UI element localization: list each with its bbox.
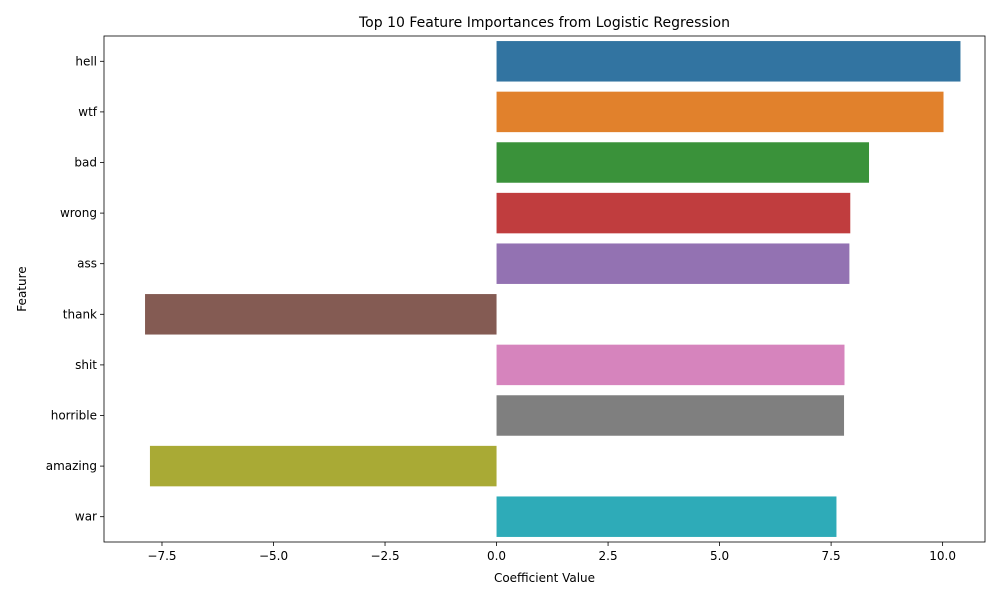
- bar-bad: [496, 142, 870, 183]
- y-tick-label-shit: shit: [75, 358, 97, 372]
- bar-shit: [496, 344, 845, 386]
- x-tick-label: 2.5: [599, 549, 618, 563]
- y-tick-label-bad: bad: [74, 156, 97, 170]
- x-tick-label: 10.0: [929, 549, 956, 563]
- y-axis-ticks: hell wtf bad wrong ass thank shit horrible amazi…: [46, 54, 104, 524]
- x-tick-label: 7.5: [822, 549, 841, 563]
- bar-wrong: [496, 192, 851, 234]
- y-tick-label-war: war: [75, 510, 97, 524]
- bar-thank: [145, 294, 497, 335]
- axes-frame: [103, 35, 986, 543]
- y-tick-label-ass: ass: [77, 257, 97, 271]
- bar-horrible: [496, 395, 845, 436]
- y-axis-label: Feature: [15, 266, 29, 311]
- y-tick-label-wtf: wtf: [78, 105, 98, 119]
- bar-war: [496, 496, 837, 537]
- plot-frame: [103, 35, 986, 543]
- x-tick-label: −5.0: [259, 549, 288, 563]
- bar-hell: [496, 41, 961, 82]
- x-axis-ticks: −7.5 −5.0 −2.5 0.0 2.5 5.0 7.5 10.0: [147, 542, 956, 563]
- bar-wtf: [496, 91, 944, 133]
- x-tick-label: 0.0: [487, 549, 506, 563]
- y-tick-label-wrong: wrong: [60, 206, 97, 220]
- y-tick-label-horrible: horrible: [51, 409, 97, 423]
- bar-amazing: [149, 445, 497, 487]
- y-tick-label-amazing: amazing: [46, 459, 97, 473]
- bars-layer: [145, 41, 961, 537]
- x-axis-label: Coefficient Value: [494, 571, 595, 585]
- y-tick-label-thank: thank: [63, 307, 97, 321]
- chart-title: Top 10 Feature Importances from Logistic…: [358, 15, 730, 31]
- x-tick-label: 5.0: [710, 549, 729, 563]
- y-tick-label-hell: hell: [75, 54, 97, 68]
- x-tick-label: −2.5: [370, 549, 399, 563]
- bar-ass: [496, 243, 850, 284]
- x-tick-label: −7.5: [147, 549, 176, 563]
